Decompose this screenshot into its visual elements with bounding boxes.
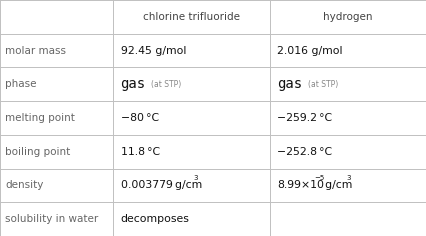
Text: chlorine trifluoride: chlorine trifluoride bbox=[143, 12, 240, 22]
Text: (at STP): (at STP) bbox=[308, 80, 338, 89]
Text: −259.2 °C: −259.2 °C bbox=[277, 113, 332, 123]
Text: −5: −5 bbox=[314, 175, 325, 181]
Text: 11.8 °C: 11.8 °C bbox=[121, 147, 160, 157]
Text: −80 °C: −80 °C bbox=[121, 113, 158, 123]
Text: (at STP): (at STP) bbox=[151, 80, 181, 89]
Text: 8.99×10: 8.99×10 bbox=[277, 181, 324, 190]
Text: solubility in water: solubility in water bbox=[5, 214, 98, 224]
Text: density: density bbox=[5, 181, 43, 190]
Text: melting point: melting point bbox=[5, 113, 75, 123]
Text: 3: 3 bbox=[347, 175, 351, 181]
Text: phase: phase bbox=[5, 79, 37, 89]
Text: −252.8 °C: −252.8 °C bbox=[277, 147, 332, 157]
Text: g/cm: g/cm bbox=[323, 181, 352, 190]
Text: 92.45 g/mol: 92.45 g/mol bbox=[121, 46, 186, 55]
Text: gas: gas bbox=[277, 77, 302, 91]
Text: decomposes: decomposes bbox=[121, 214, 190, 224]
Text: molar mass: molar mass bbox=[5, 46, 66, 55]
Text: 0.003779 g/cm: 0.003779 g/cm bbox=[121, 181, 202, 190]
Text: 3: 3 bbox=[194, 175, 199, 181]
Text: gas: gas bbox=[121, 77, 146, 91]
Text: boiling point: boiling point bbox=[5, 147, 70, 157]
Text: hydrogen: hydrogen bbox=[323, 12, 373, 22]
Text: 2.016 g/mol: 2.016 g/mol bbox=[277, 46, 343, 55]
